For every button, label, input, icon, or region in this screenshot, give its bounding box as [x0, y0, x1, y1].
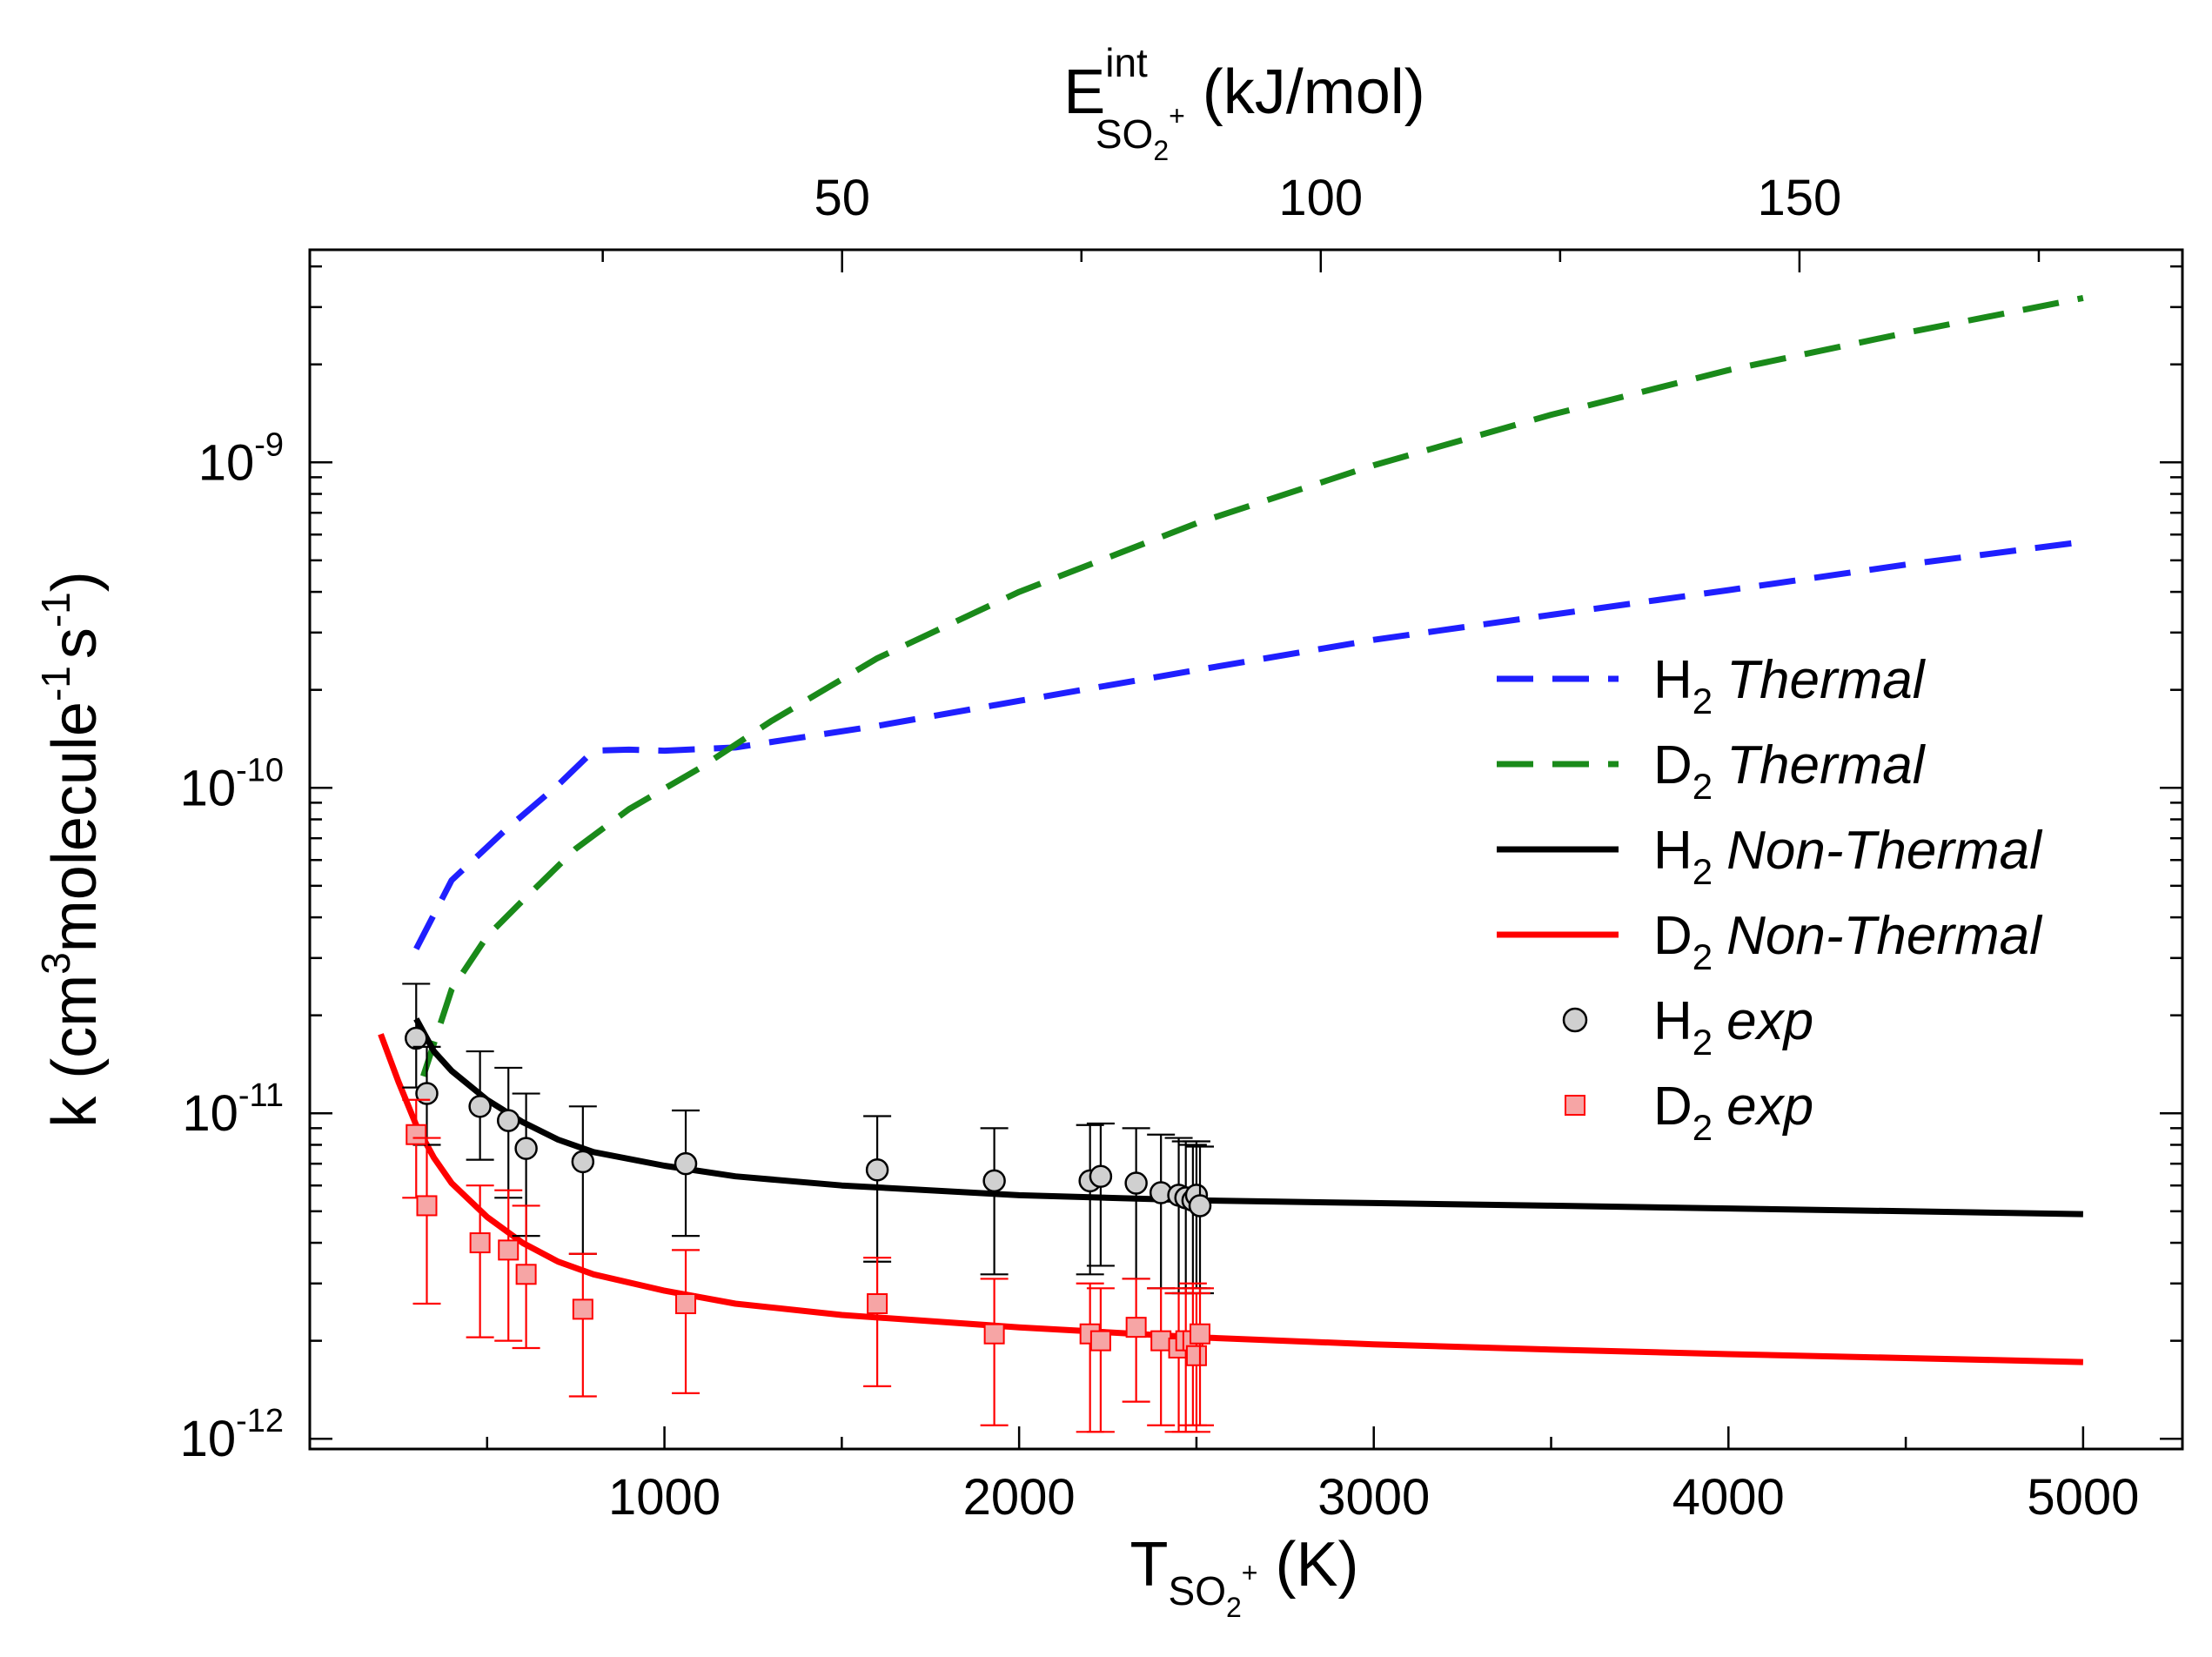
point-h2-exp	[415, 1082, 439, 1105]
scatter-layer	[402, 983, 1215, 1433]
series-line-d2-non-thermal	[378, 1033, 2083, 1365]
legend-label-d2-thermal: D2 Thermal	[1653, 735, 1927, 807]
point-h2-exp	[405, 1026, 428, 1050]
point-d2-exp	[1125, 1317, 1147, 1338]
tick-marks	[310, 250, 2182, 1449]
x-tick-label: 5000	[2027, 1469, 2139, 1526]
point-h2-exp	[1188, 1194, 1212, 1218]
y-tick-label: 10-10	[180, 752, 284, 816]
x-tick-label: 1000	[608, 1469, 721, 1526]
series-line-d2-thermal	[420, 294, 2084, 1077]
point-h2-exp	[1124, 1171, 1148, 1195]
point-d2-exp	[469, 1232, 491, 1254]
legend-label-h2-thermal: H2 Thermal	[1653, 650, 1927, 721]
y-tick-label: 10-11	[182, 1077, 284, 1142]
point-h2-exp	[865, 1158, 889, 1182]
legend-label-d2-non-thermal: D2 Non-Thermal	[1653, 906, 2043, 977]
x2-axis-label: Eint SO2+ (kJ/mol)	[1063, 40, 1425, 166]
point-d2-exp	[1089, 1330, 1111, 1352]
point-d2-exp	[983, 1323, 1005, 1345]
point-d2-exp	[1150, 1330, 1172, 1352]
point-h2-exp	[674, 1151, 698, 1176]
point-h2-exp	[1089, 1164, 1113, 1188]
legend-label-d2-exp: D2 exp	[1653, 1077, 1813, 1148]
point-d2-exp	[1185, 1345, 1207, 1366]
legend-label-h2-exp: H2 exp	[1653, 991, 1813, 1063]
point-d2-exp	[416, 1195, 438, 1217]
series-line-h2-non-thermal	[413, 1017, 2083, 1218]
point-d2-exp	[1190, 1323, 1211, 1345]
x2-tick-label: 50	[814, 170, 870, 226]
y-tick-label: 10-9	[198, 426, 284, 491]
legend-swatch-h2-exp	[1562, 1007, 1588, 1033]
point-h2-exp	[571, 1150, 595, 1174]
plot-frame	[308, 248, 2184, 1451]
point-h2-exp	[982, 1169, 1006, 1193]
y-axis-label: k (cm3molecule-1s-1)	[33, 571, 110, 1128]
x-tick-label: 3000	[1317, 1469, 1430, 1526]
point-d2-exp	[515, 1264, 537, 1285]
point-d2-exp	[675, 1293, 697, 1315]
x2-tick-label: 150	[1758, 170, 1842, 226]
x-tick-label: 2000	[963, 1469, 1076, 1526]
legend: H2 Thermal D2 Thermal H2 Non-Thermal D2 Non-The…	[1497, 650, 2043, 1148]
point-d2-exp	[406, 1124, 427, 1145]
point-d2-exp	[572, 1298, 593, 1320]
point-h2-exp	[496, 1109, 520, 1132]
series-layer	[378, 294, 2084, 1365]
legend-label-h2-non-thermal: H2 Non-Thermal	[1653, 821, 2043, 892]
axis-labels: 1000 2000 3000 4000 5000 50 100 150 10-12 10-11 10…	[33, 40, 2139, 1623]
series-line-h2-thermal	[413, 539, 2084, 950]
point-h2-exp	[468, 1095, 492, 1118]
x-axis-label: TSO2+ (K)	[1130, 1530, 1359, 1623]
point-d2-exp	[867, 1293, 888, 1315]
point-h2-exp	[514, 1137, 538, 1160]
y-tick-label: 10-12	[180, 1403, 284, 1467]
x-tick-label: 4000	[1672, 1469, 1785, 1526]
x2-tick-label: 100	[1278, 170, 1363, 226]
point-d2-exp	[498, 1239, 519, 1261]
legend-swatch-d2-exp	[1565, 1095, 1585, 1116]
